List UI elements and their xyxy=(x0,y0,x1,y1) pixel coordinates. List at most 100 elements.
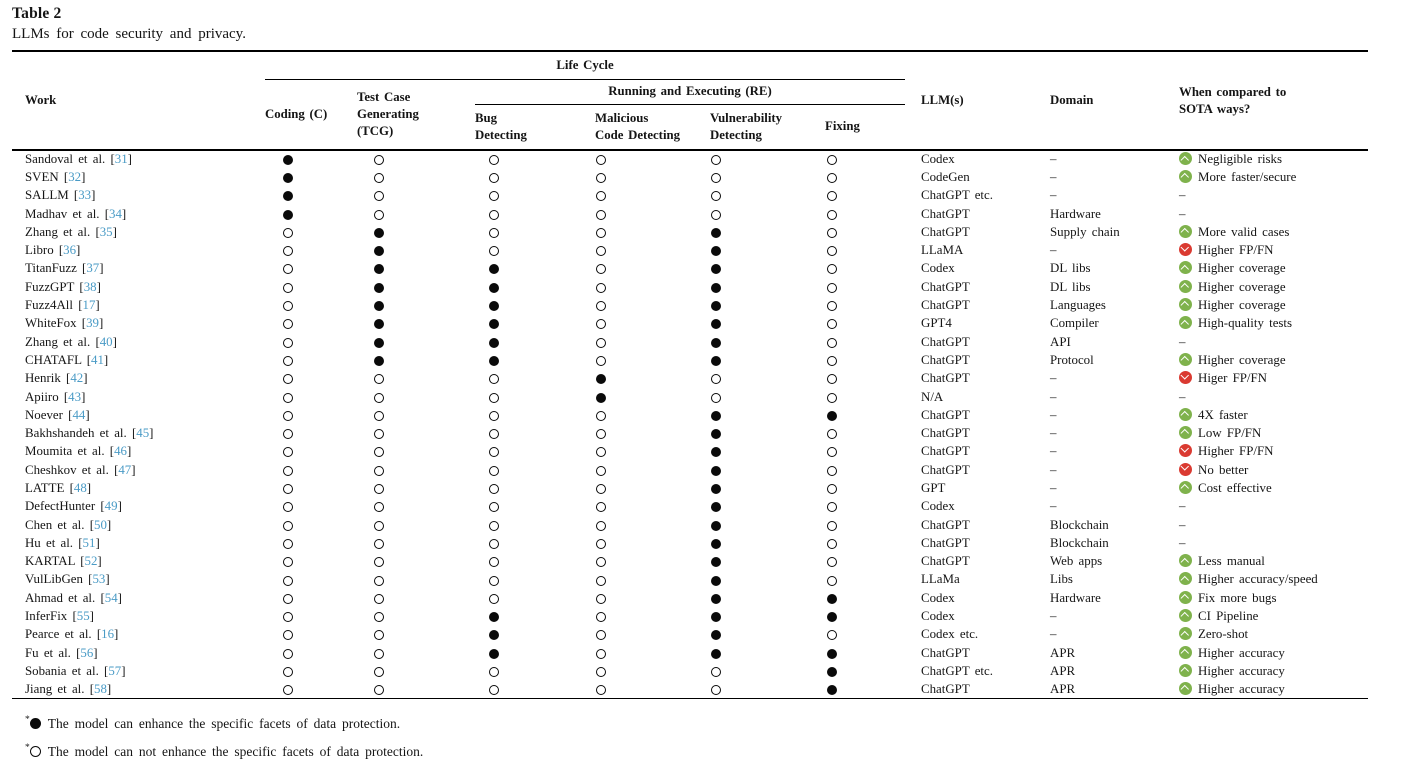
table-footnotes: * The model can enhance the specific face… xyxy=(12,708,1425,764)
fixing-mark-cell xyxy=(825,479,905,497)
tcg-mark-cell xyxy=(355,516,475,534)
domain-cell: – xyxy=(1033,479,1168,497)
vulnerability-mark-icon xyxy=(711,264,721,275)
reference-link[interactable]: 55 xyxy=(76,609,90,624)
bug-detecting-mark-icon xyxy=(489,612,499,623)
reference-link[interactable]: 41 xyxy=(91,352,104,367)
domain-label: DL libs xyxy=(1050,261,1091,276)
work-label: Henrik xyxy=(25,371,61,386)
malicious-code-mark-icon xyxy=(596,502,606,513)
reference-link[interactable]: 53 xyxy=(92,572,106,587)
table-row: WhiteFox [39] GPT4 Compiler High-quality… xyxy=(12,315,1368,333)
llm-cell: GPT xyxy=(905,479,1033,497)
domain-cell: Hardware xyxy=(1033,205,1168,223)
reference-link[interactable]: 39 xyxy=(86,316,99,331)
vulnerability-mark-cell xyxy=(710,498,825,516)
bug-detecting-mark-cell xyxy=(475,589,595,607)
tcg-mark-cell xyxy=(355,260,475,278)
llm-cell: LLaMA xyxy=(905,241,1033,259)
reference-link[interactable]: 58 xyxy=(94,682,107,696)
domain-label: Languages xyxy=(1050,298,1106,313)
llm-label: ChatGPT xyxy=(921,298,970,313)
table-caption: LLMs for code security and privacy. xyxy=(12,26,246,42)
llm-cell: Codex xyxy=(905,148,1034,169)
reference-link[interactable]: 49 xyxy=(104,499,118,514)
coding-mark-cell xyxy=(265,589,355,607)
reference-link[interactable]: 37 xyxy=(86,261,100,276)
reference-link[interactable]: 34 xyxy=(109,206,122,221)
coding-mark-cell xyxy=(265,388,355,406)
sota-label: Fix more bugs xyxy=(1198,590,1277,605)
domain-cell: – xyxy=(1033,443,1168,461)
malicious-code-mark-icon xyxy=(596,246,606,257)
reference-link[interactable]: 33 xyxy=(78,188,92,203)
coding-mark-icon xyxy=(283,337,293,348)
reference-link[interactable]: 56 xyxy=(80,645,94,660)
reference-link[interactable]: 52 xyxy=(84,554,98,569)
malicious-code-mark-icon xyxy=(596,282,606,293)
sota-label: – xyxy=(1179,499,1186,514)
reference-link[interactable]: 51 xyxy=(82,535,96,550)
domain-label: – xyxy=(1050,169,1057,184)
malicious-code-mark-icon xyxy=(596,520,606,531)
vulnerability-mark-cell xyxy=(710,406,825,424)
reference-link[interactable]: 38 xyxy=(83,279,97,294)
malicious-code-mark-cell xyxy=(595,553,710,571)
reference-link[interactable]: 54 xyxy=(104,590,118,605)
reference-link[interactable]: 17 xyxy=(82,298,96,313)
reference-link[interactable]: 45 xyxy=(136,426,150,441)
reference-link[interactable]: 46 xyxy=(114,444,127,459)
tcg-mark-icon xyxy=(374,282,384,293)
footnote-text: The model can not enhance the specific f… xyxy=(47,744,424,760)
sota-cell: – xyxy=(1168,534,1368,552)
tcg-mark-cell xyxy=(355,498,475,516)
work-cell: Fuzz4All [17] xyxy=(25,298,100,313)
improvement-up-icon xyxy=(1179,352,1193,366)
llm-label: CodeGen xyxy=(921,169,970,184)
reference-link[interactable]: 50 xyxy=(94,517,107,532)
reference-link[interactable]: 42 xyxy=(70,371,84,386)
reference-link[interactable]: 35 xyxy=(99,224,113,239)
bug-detecting-mark-cell xyxy=(475,148,595,169)
reference-link[interactable]: 44 xyxy=(72,407,86,422)
table-row: Pearce et al. [16] Codex etc. – Zero-sho… xyxy=(12,626,1368,644)
sota-cell: High-quality tests xyxy=(1168,315,1368,333)
table-row: Chen et al. [50] ChatGPT Blockchain – xyxy=(12,516,1368,534)
reference-link[interactable]: 48 xyxy=(73,480,87,495)
coding-mark-cell xyxy=(265,443,355,461)
fixing-mark-icon xyxy=(827,612,837,623)
domain-cell: – xyxy=(1033,461,1168,479)
improvement-up-icon xyxy=(1179,663,1193,677)
bug-detecting-mark-cell xyxy=(475,553,595,571)
llm-cell: ChatGPT xyxy=(905,351,1033,369)
malicious-code-mark-icon xyxy=(596,612,606,623)
reference-link[interactable]: 47 xyxy=(118,462,132,477)
reference-link[interactable]: 57 xyxy=(108,663,122,678)
malicious-code-mark-icon xyxy=(596,319,606,330)
reference-link[interactable]: 40 xyxy=(99,334,113,349)
table-row: Cheshkov et al. [47] ChatGPT – No better xyxy=(12,461,1368,479)
reference-link[interactable]: 32 xyxy=(68,169,82,184)
reference-link[interactable]: 31 xyxy=(114,152,128,167)
llm-cell: ChatGPT xyxy=(905,406,1033,424)
tcg-mark-icon xyxy=(374,648,384,659)
work-cell: Fu et al. [56] xyxy=(25,645,98,660)
malicious-code-mark-cell xyxy=(595,443,710,461)
reference-link[interactable]: 36 xyxy=(63,243,77,258)
bug-detecting-mark-icon xyxy=(489,264,499,275)
vulnerability-mark-cell xyxy=(710,607,825,625)
coding-mark-cell xyxy=(265,479,355,497)
domain-label: Protocol xyxy=(1050,352,1094,367)
malicious-code-mark-cell xyxy=(595,278,710,296)
reference-link[interactable]: 43 xyxy=(68,389,82,404)
llm-label: ChatGPT xyxy=(921,334,970,349)
sota-label: Cost effective xyxy=(1198,480,1272,495)
bug-detecting-mark-icon xyxy=(489,319,499,330)
sota-cell: Higher coverage xyxy=(1168,296,1368,314)
fixing-mark-icon xyxy=(827,630,837,641)
vulnerability-mark-cell xyxy=(710,187,825,205)
vulnerability-mark-cell xyxy=(710,333,825,351)
tcg-mark-icon xyxy=(374,667,384,677)
fixing-mark-icon xyxy=(827,301,837,312)
reference-link[interactable]: 16 xyxy=(101,627,115,642)
